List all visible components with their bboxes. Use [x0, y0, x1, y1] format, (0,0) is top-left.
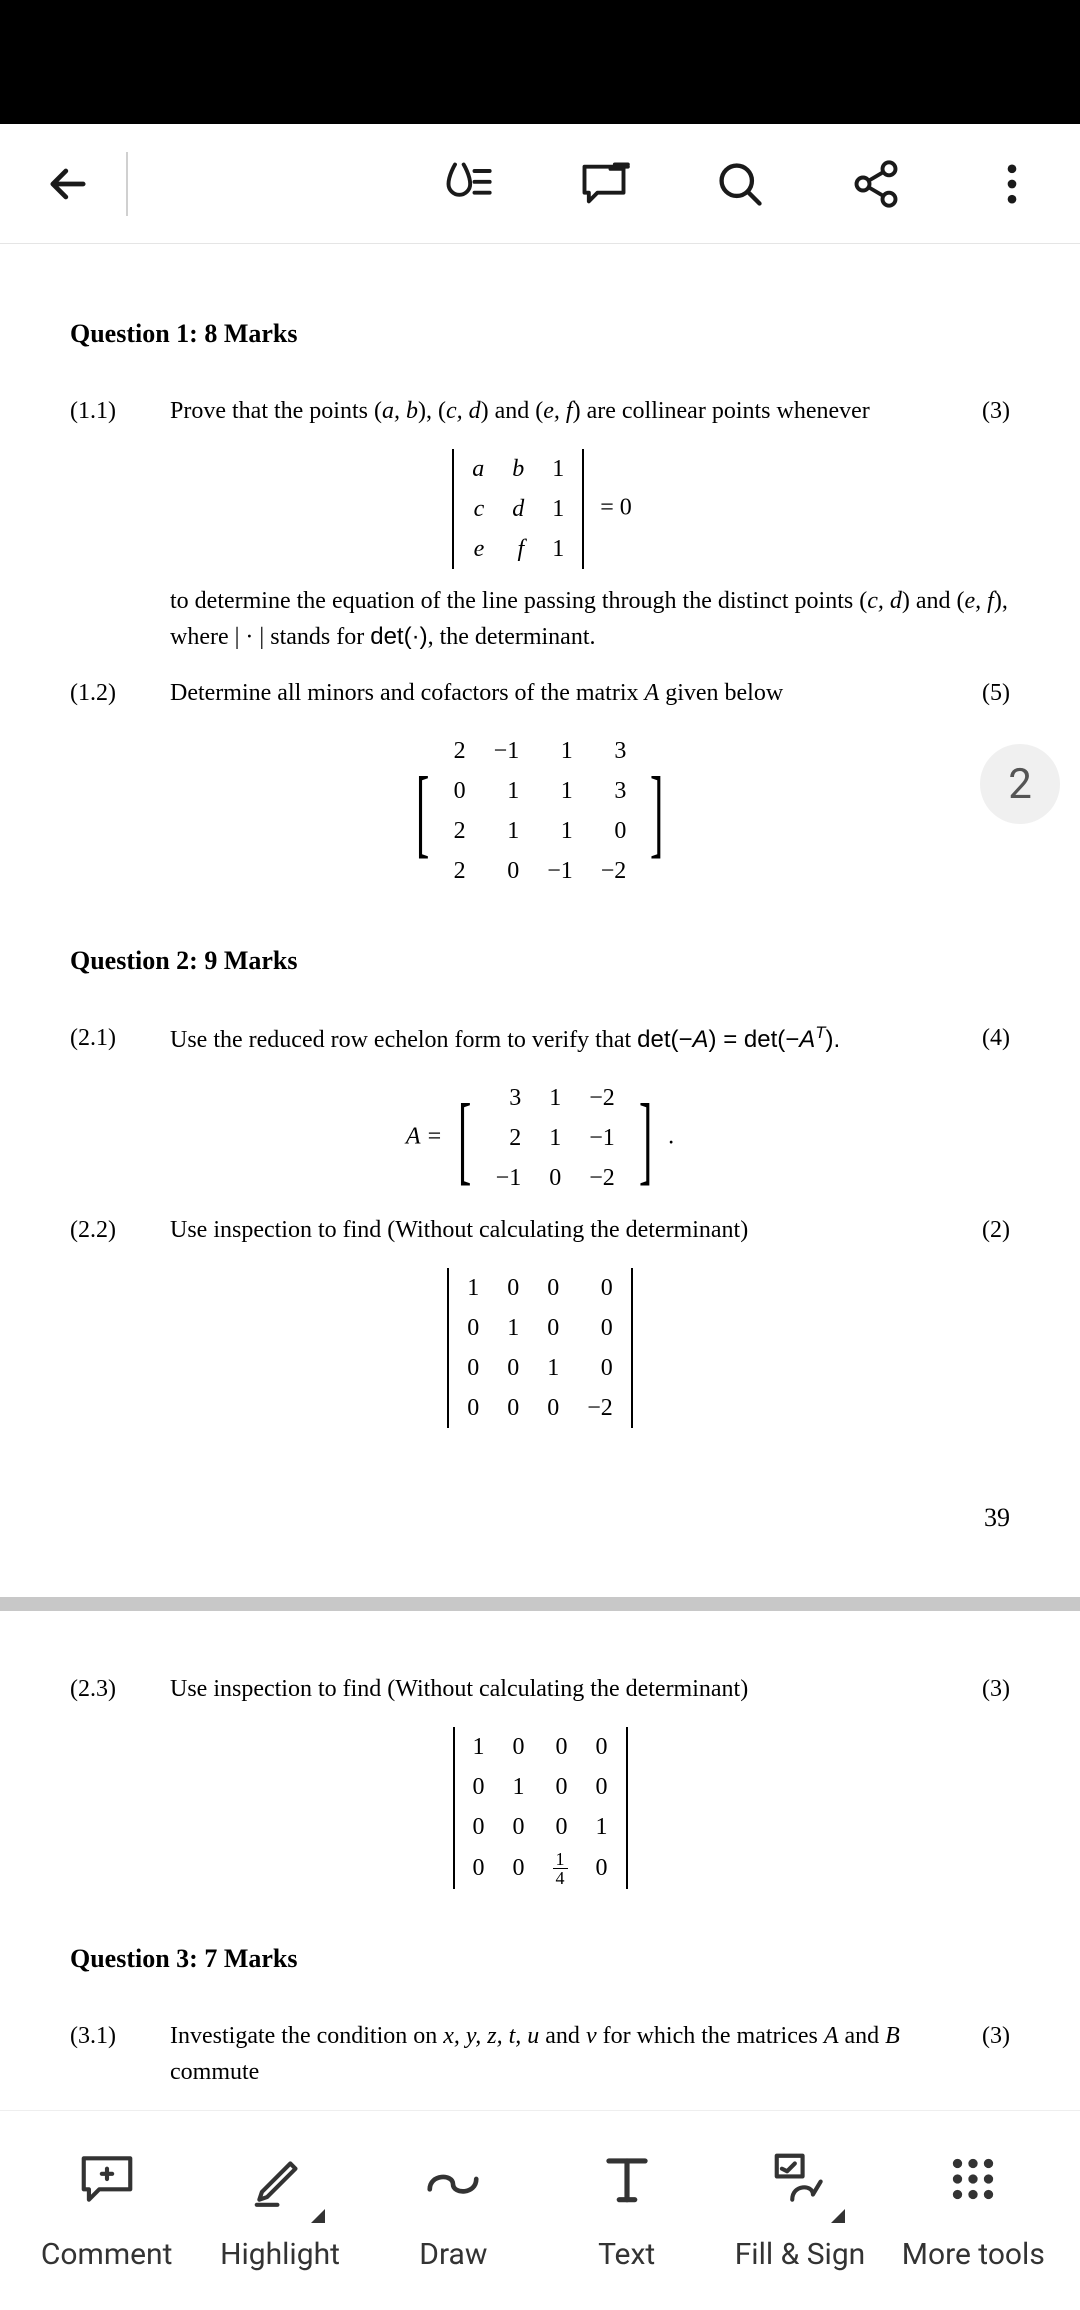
q-body: Prove that the points (a, b), (c, d) and… — [170, 393, 930, 429]
page-number: 39 — [70, 1498, 1010, 1537]
top-toolbar — [0, 124, 1080, 244]
var: v — [586, 2023, 597, 2049]
var: A — [824, 2023, 839, 2049]
comment-tool[interactable]: Comment — [20, 2139, 193, 2272]
var: c, d — [867, 588, 902, 614]
text: ) and ( — [481, 398, 544, 424]
text: given below — [659, 680, 783, 706]
determinant-2-3: 1000 0100 0001 00140 — [70, 1727, 1010, 1889]
highlight-tool[interactable]: Highlight — [193, 2139, 366, 2272]
status-bar — [0, 0, 1080, 124]
matrix-1-2: [ 2−113 0113 2110 20−1−2 ] — [70, 731, 1010, 891]
bottom-toolbar: Comment Highlight Draw Text Fill & Sign — [0, 2110, 1080, 2310]
q2-3: (2.3) Use inspection to find (Without ca… — [70, 1671, 1010, 1707]
q-marks: (4) — [960, 1020, 1010, 1058]
var: B — [885, 2023, 900, 2049]
q-body: Use the reduced row echelon form to veri… — [170, 1020, 930, 1058]
q-marks: (5) — [960, 675, 1010, 711]
search-button[interactable] — [712, 156, 768, 212]
text: and — [839, 2023, 886, 2049]
q1-header: Question 1: 8 Marks — [70, 314, 1010, 353]
q1-2: (1.2) Determine all minors and cofactors… — [70, 675, 1010, 711]
page-indicator-badge[interactable]: 2 — [980, 744, 1060, 824]
document-page-2: (2.3) Use inspection to find (Without ca… — [0, 1611, 1080, 2170]
text: Prove that the points ( — [170, 398, 382, 424]
q-marks: (2) — [960, 1212, 1010, 1248]
text: commute — [170, 2059, 259, 2085]
var: x, y, z, t, u — [443, 2023, 539, 2049]
frac-num: 1 — [553, 1850, 568, 1869]
draw-tool[interactable]: Draw — [367, 2139, 540, 2272]
determinant-1-1: ab1 cd1 ef1 = 0 — [70, 449, 1010, 569]
var: e, f — [543, 398, 572, 424]
text: Investigate the condition on — [170, 2023, 443, 2049]
q-num: (2.3) — [70, 1671, 140, 1707]
q-marks: (3) — [960, 393, 1010, 429]
text-tool[interactable]: Text — [540, 2139, 713, 2272]
text: Determine all minors and cofactors of th… — [170, 680, 645, 706]
text: ) are collinear points whenever — [573, 398, 870, 424]
q2-1: (2.1) Use the reduced row echelon form t… — [70, 1020, 1010, 1058]
text: ) and ( — [902, 588, 965, 614]
q1-1-cont: to determine the equation of the line pa… — [70, 583, 1010, 655]
q2-2: (2.2) Use inspection to find (Without ca… — [70, 1212, 1010, 1248]
tool-label: Comment — [41, 2237, 173, 2272]
expand-indicator-icon — [831, 2209, 845, 2223]
q-num: (1.2) — [70, 675, 140, 711]
tool-label: Highlight — [220, 2237, 340, 2272]
var: a, b — [382, 398, 418, 424]
q1-1: (1.1) Prove that the points (a, b), (c, … — [70, 393, 1010, 429]
frac-den: 4 — [553, 1869, 568, 1887]
text: , the determinant. — [428, 624, 596, 650]
eq-rhs: = 0 — [600, 495, 632, 521]
q3-1: (3.1) Investigate the condition on x, y,… — [70, 2018, 1010, 2090]
text: ), ( — [418, 398, 446, 424]
fill-sign-tool[interactable]: Fill & Sign — [713, 2139, 886, 2272]
suffix: . — [668, 1124, 674, 1150]
display-settings-button[interactable] — [440, 156, 496, 212]
document-page-1: Question 1: 8 Marks (1.1) Prove that the… — [0, 244, 1080, 1597]
q-marks: (3) — [960, 1671, 1010, 1707]
q-body: Use inspection to find (Without calculat… — [170, 1671, 930, 1707]
text: and — [539, 2023, 586, 2049]
q-num: (1.1) — [70, 393, 140, 429]
text: to determine the equation of the line pa… — [170, 588, 867, 614]
q3-header: Question 3: 7 Marks — [70, 1939, 1010, 1978]
determinant-2-2: 1000 0100 0010 000−2 — [70, 1268, 1010, 1428]
tool-label: Text — [598, 2237, 655, 2272]
q-num: (3.1) — [70, 2018, 140, 2090]
tool-label: Draw — [419, 2237, 487, 2272]
text: Use the reduced row echelon form to veri… — [170, 1027, 637, 1053]
q-body: Investigate the condition on x, y, z, t,… — [170, 2018, 930, 2090]
document-area[interactable]: 2 Question 1: 8 Marks (1.1) Prove that t… — [0, 244, 1080, 2170]
var: e, f — [965, 588, 994, 614]
comments-button[interactable] — [576, 156, 632, 212]
tool-label: Fill & Sign — [735, 2237, 866, 2272]
matrix-2-1: A = [ 31−2 21−1 −10−2 ] . — [70, 1078, 1010, 1198]
more-tools-button[interactable]: More tools — [887, 2139, 1060, 2272]
q-num: (2.1) — [70, 1020, 140, 1058]
q2-header: Question 2: 9 Marks — [70, 941, 1010, 980]
text: for which the matrices — [597, 2023, 824, 2049]
expand-indicator-icon — [311, 2209, 325, 2223]
var: A — [645, 680, 660, 706]
share-button[interactable] — [848, 156, 904, 212]
q-marks: (3) — [960, 2018, 1010, 2090]
q-num: (2.2) — [70, 1212, 140, 1248]
q-body: Determine all minors and cofactors of th… — [170, 675, 930, 711]
toolbar-divider — [126, 152, 128, 216]
detfn: det(·) — [370, 623, 427, 650]
page-gap — [0, 1597, 1080, 1611]
tool-label: More tools — [902, 2237, 1045, 2272]
var: c, d — [446, 398, 481, 424]
back-button[interactable] — [40, 156, 96, 212]
q-body: Use inspection to find (Without calculat… — [170, 1212, 930, 1248]
more-button[interactable] — [984, 156, 1040, 212]
